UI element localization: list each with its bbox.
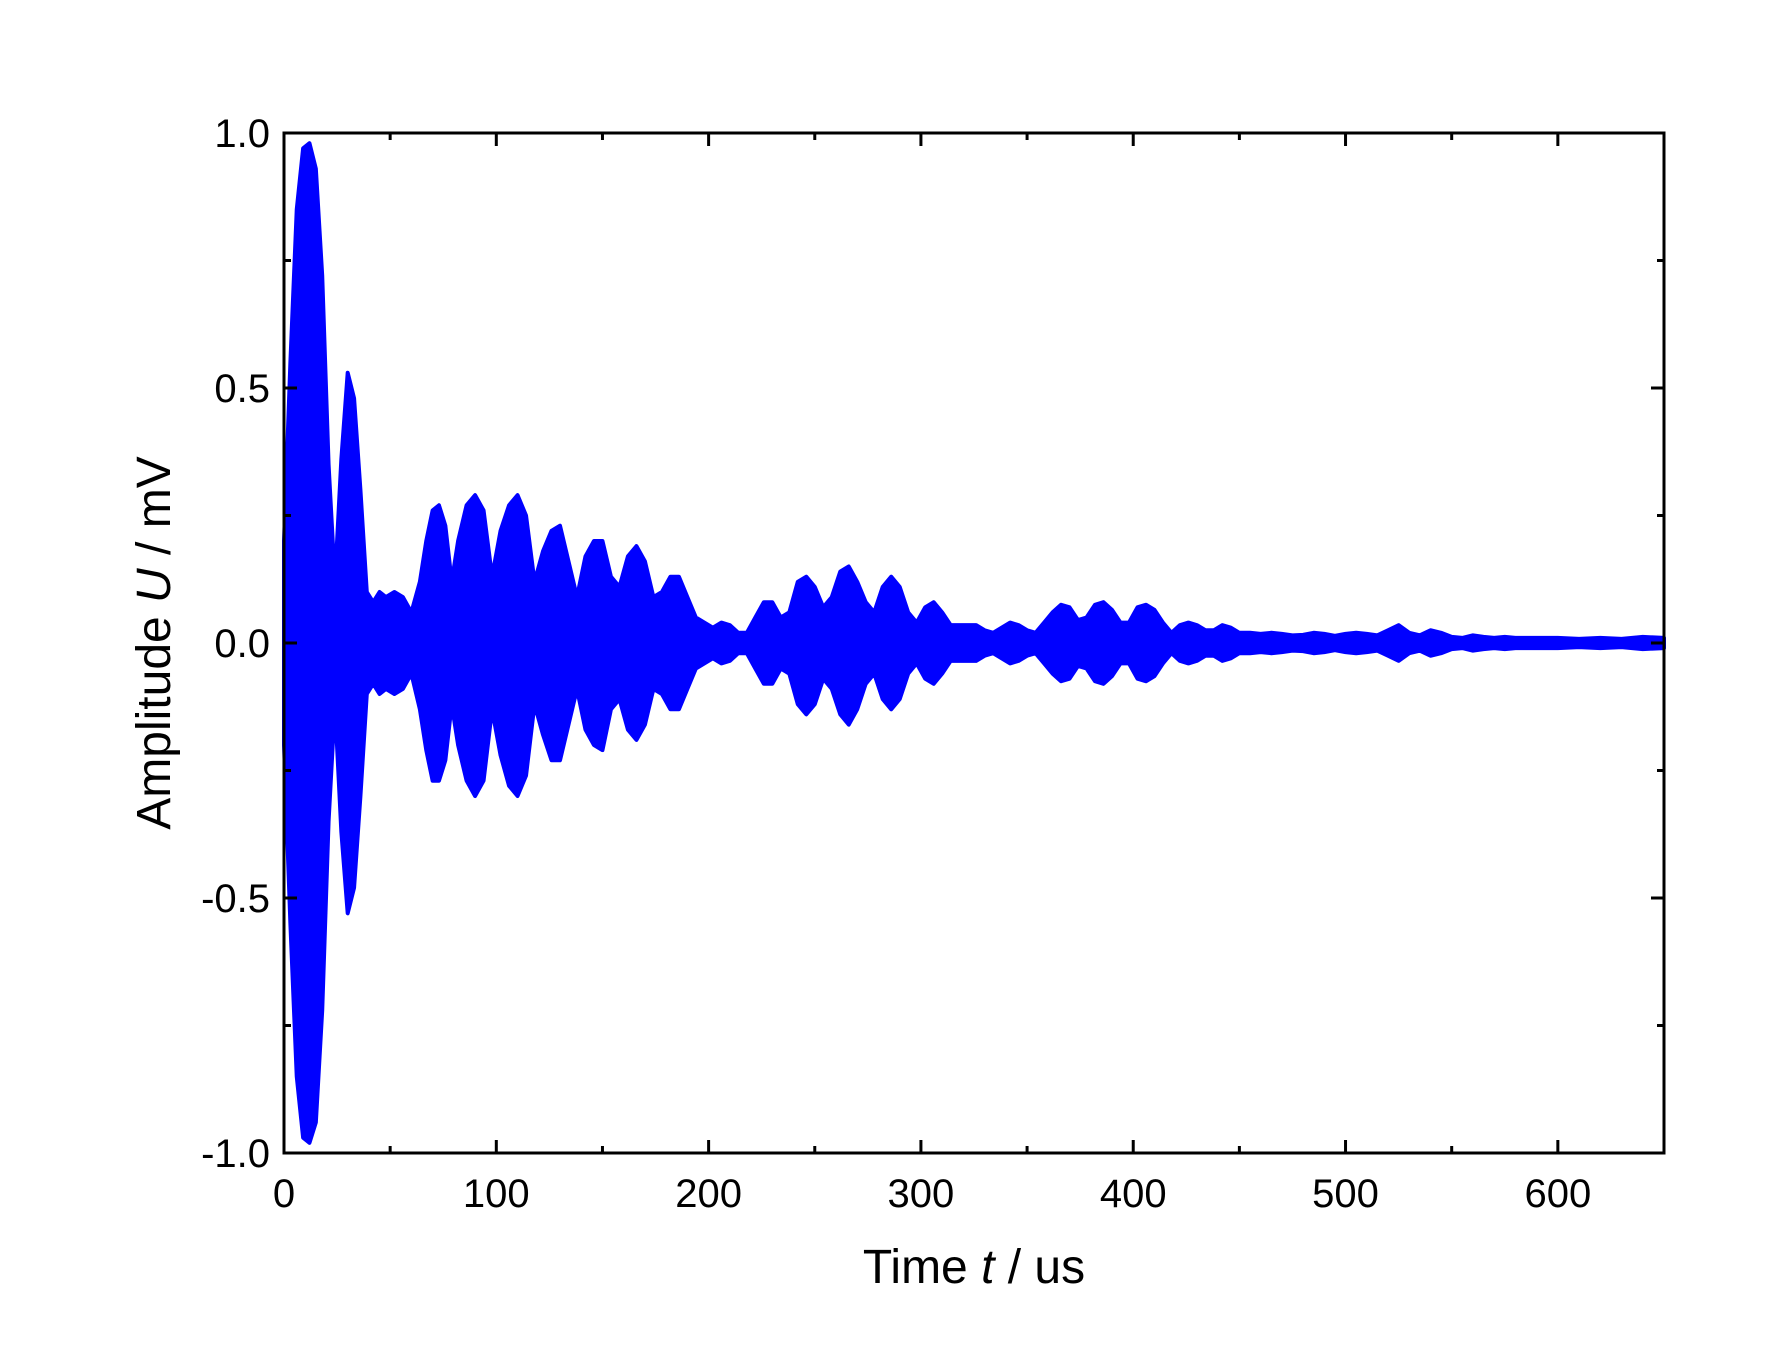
x-tick-label: 100 [463,1172,530,1216]
y-tick-labels: -1.0 -0.5 0.0 0.5 1.0 [201,112,270,1176]
x-axis-title-suffix: / us [994,1241,1085,1294]
y-tick-label: -0.5 [201,877,270,921]
y-tick-label: -1.0 [201,1132,270,1176]
x-tick-labels: 0 100 200 300 400 500 600 [273,1172,1591,1216]
x-tick-label: 400 [1100,1172,1167,1216]
x-tick-label: 300 [888,1172,955,1216]
x-tick-label: 200 [675,1172,742,1216]
x-tick-label: 0 [273,1172,295,1216]
y-axis-title-prefix: Amplitude [128,603,181,830]
x-axis-title-variable: t [981,1241,996,1294]
x-axis-title: Time t / us [863,1241,1085,1294]
y-axis-title-variable: U [128,568,181,603]
y-tick-label: 0.0 [214,622,270,666]
y-tick-label: 0.5 [214,367,270,411]
y-tick-label: 1.0 [214,112,270,156]
x-tick-label: 500 [1312,1172,1379,1216]
series-line [283,143,1665,1142]
x-axis-title-prefix: Time [863,1241,981,1294]
tick-marks [282,131,1664,1155]
y-axis-title-suffix: / mV [128,456,181,568]
x-tick-label: 600 [1524,1172,1591,1216]
y-axis-title: Amplitude U / mV [128,456,181,829]
